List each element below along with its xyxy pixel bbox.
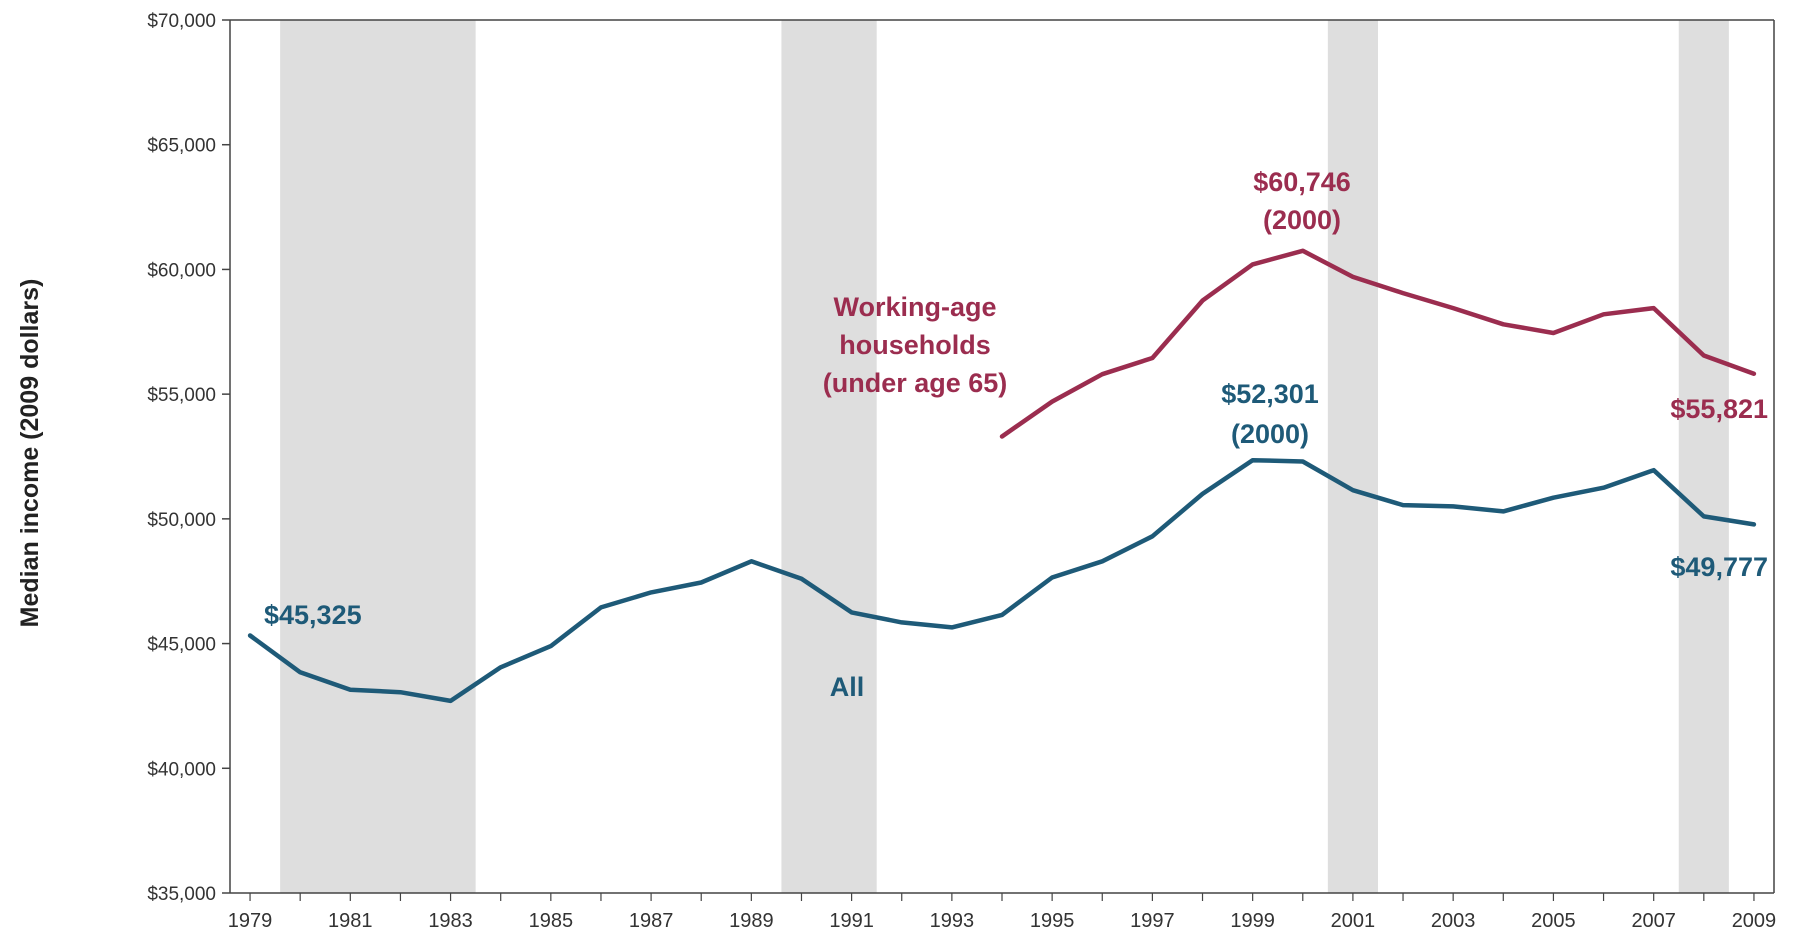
annotation-peak-all: $52,301 (2000) xyxy=(1221,379,1319,449)
annotation-peak-working-line: $60,746 xyxy=(1253,167,1351,197)
x-axis-ticks: 1979 1981 1983 1985 1987 1989 1991 1993 1995 1997… xyxy=(228,893,1776,932)
y-tick-label: $65,000 xyxy=(147,136,216,157)
annotation-all-label-line: All xyxy=(830,672,865,702)
annotation-working-age-label-line: (under age 65) xyxy=(823,368,1008,398)
recession-bands xyxy=(280,20,1729,893)
annotation-end-working-line: $55,821 xyxy=(1670,394,1768,424)
recession-band-2 xyxy=(1327,20,1378,893)
y-tick-label: $35,000 xyxy=(147,884,216,905)
recession-band-3 xyxy=(1678,20,1729,893)
x-tick-label: 2007 xyxy=(1631,910,1676,932)
annotation-end-all-line: $49,777 xyxy=(1670,552,1768,582)
y-tick-label: $50,000 xyxy=(147,510,216,531)
y-tick-label: $45,000 xyxy=(147,635,216,656)
annotation-working-age-label: Working-age households (under age 65) xyxy=(823,292,1008,398)
x-tick-label: 1997 xyxy=(1130,910,1175,932)
annotation-peak-working-line: (2000) xyxy=(1263,205,1341,235)
x-tick-label: 2005 xyxy=(1531,910,1576,932)
x-tick-label: 1983 xyxy=(428,910,473,932)
annotation-peak-all-line: $52,301 xyxy=(1221,379,1319,409)
axes xyxy=(229,19,1775,894)
x-tick-label: 1981 xyxy=(328,910,373,932)
series-line-working_age xyxy=(999,248,1757,439)
x-tick-label: 1985 xyxy=(529,910,574,932)
series-line-all xyxy=(247,457,1757,704)
annotation-all-label: All xyxy=(830,672,865,702)
x-tick-label: 1995 xyxy=(1030,910,1075,932)
y-tick-label: $40,000 xyxy=(147,759,216,780)
annotation-working-age-label-line: households xyxy=(839,330,991,360)
x-tick-label: 2009 xyxy=(1732,910,1777,932)
annotation-end-all: $49,777 xyxy=(1670,552,1768,582)
annotation-working-age-label-line: Working-age xyxy=(833,292,996,322)
y-tick-label: $55,000 xyxy=(147,385,216,406)
x-tick-label: 2003 xyxy=(1431,910,1476,932)
annotation-peak-all-line: (2000) xyxy=(1231,419,1309,449)
x-tick-label: 1999 xyxy=(1230,910,1275,932)
x-tick-label: 1989 xyxy=(729,910,774,932)
y-tick-label: $60,000 xyxy=(147,260,216,281)
annotation-peak-working: $60,746 (2000) xyxy=(1253,167,1351,235)
x-tick-label: 1987 xyxy=(629,910,674,932)
annotation-start-all-line: $45,325 xyxy=(264,600,362,630)
annotations: $45,325 All Working-age households (under ag… xyxy=(264,167,1768,702)
annotation-start-all: $45,325 xyxy=(264,600,362,630)
x-tick-label: 1979 xyxy=(228,910,273,932)
recession-band-1 xyxy=(781,20,877,893)
x-tick-label: 1993 xyxy=(930,910,975,932)
annotation-end-working: $55,821 xyxy=(1670,394,1768,424)
series-lines xyxy=(247,248,1757,704)
y-tick-label: $70,000 xyxy=(147,11,216,32)
recession-band-0 xyxy=(280,20,476,893)
y-axis-ticks: $35,000 $40,000 $45,000 $50,000 $55,000 $60,0… xyxy=(147,11,230,905)
x-tick-label: 2001 xyxy=(1331,910,1376,932)
x-tick-label: 1991 xyxy=(829,910,874,932)
y-axis-label: Median income (2009 dollars) xyxy=(16,279,44,628)
